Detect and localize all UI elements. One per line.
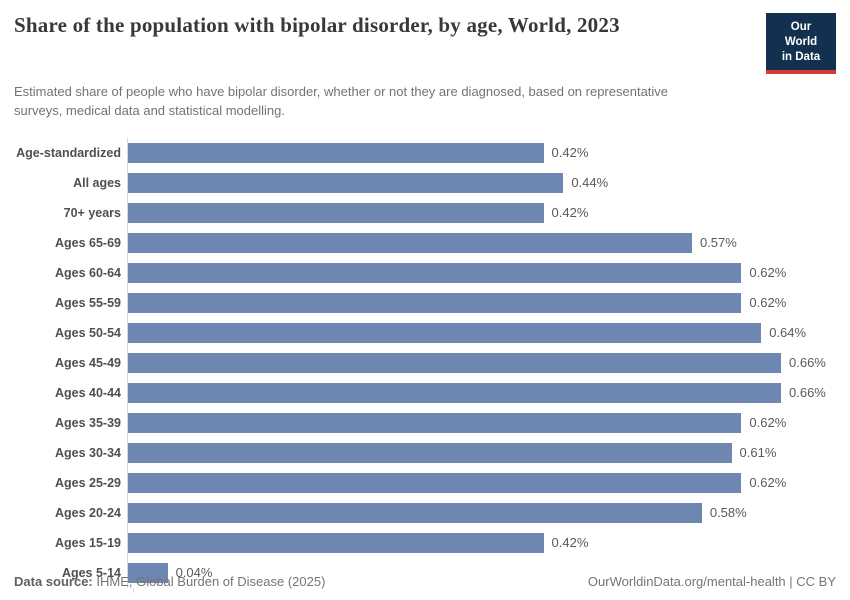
bar[interactable] (128, 562, 168, 583)
value-label: 0.62% (749, 475, 787, 491)
bar[interactable] (128, 472, 742, 493)
bar[interactable] (128, 322, 762, 343)
value-label: 0.42% (551, 535, 589, 551)
bar[interactable] (128, 442, 732, 463)
bar-track: 0.66% (127, 377, 836, 408)
owid-logo: Our World in Data (766, 13, 836, 74)
bar-row: All ages 0.44% (14, 167, 836, 198)
value-label: 0.04% (175, 565, 213, 581)
bar-track: 0.66% (127, 347, 836, 378)
bar-track: 0.42% (127, 197, 836, 228)
value-label: 0.62% (749, 265, 787, 281)
bar-track: 0.62% (127, 287, 836, 318)
chart-subtitle: Estimated share of people who have bipol… (14, 83, 669, 119)
bar[interactable] (128, 412, 742, 433)
bar-row: Ages 5-14 0.04% (14, 557, 836, 588)
category-label: Ages 30-34 (54, 445, 121, 460)
bar-row: Ages 45-49 0.66% (14, 347, 836, 378)
bar-track: 0.58% (127, 497, 836, 528)
bar[interactable] (128, 172, 564, 193)
bar-row: Ages 15-19 0.42% (14, 527, 836, 558)
category-label: Ages 55-59 (54, 295, 121, 310)
bar-track: 0.42% (127, 527, 836, 558)
bar-row: 70+ years 0.42% (14, 197, 836, 228)
bar[interactable] (128, 202, 544, 223)
bar-track: 0.62% (127, 257, 836, 288)
value-label: 0.62% (749, 415, 787, 431)
bar-row: Ages 50-54 0.64% (14, 317, 836, 348)
data-source: Data source: IHME, Global Burden of Dise… (14, 574, 325, 589)
category-label: Ages 20-24 (54, 505, 121, 520)
category-label: Ages 60-64 (54, 265, 121, 280)
bar-track: 0.04% (127, 557, 836, 588)
axis-line-tail (133, 587, 836, 593)
bar[interactable] (128, 232, 692, 253)
bar-row: Ages 40-44 0.66% (14, 377, 836, 408)
data-source-label: Data source: (14, 574, 93, 589)
category-label: Ages 25-29 (54, 475, 121, 490)
bar-row: Ages 55-59 0.62% (14, 287, 836, 318)
bar-row: Ages 20-24 0.58% (14, 497, 836, 528)
bar-track: 0.64% (127, 317, 836, 348)
bar[interactable] (128, 382, 781, 403)
bar[interactable] (128, 532, 544, 553)
value-label: 0.62% (749, 295, 787, 311)
bar[interactable] (128, 292, 742, 313)
value-label: 0.42% (551, 205, 589, 221)
bar-track: 0.62% (127, 467, 836, 498)
bar-track: 0.62% (127, 407, 836, 438)
category-label: Ages 50-54 (54, 325, 121, 340)
value-label: 0.64% (769, 325, 807, 341)
bar-track: 0.42% (127, 137, 836, 168)
bar[interactable] (128, 142, 544, 163)
bar[interactable] (128, 262, 742, 283)
category-label: Ages 40-44 (54, 385, 121, 400)
category-label: Age-standardized (16, 145, 121, 160)
page-title: Share of the population with bipolar dis… (14, 13, 620, 37)
chart-header: Share of the population with bipolar dis… (0, 0, 850, 121)
data-source-text: IHME, Global Burden of Disease (2025) (92, 574, 326, 589)
value-label: 0.44% (571, 175, 609, 191)
value-label: 0.42% (551, 145, 589, 161)
category-label: Ages 45-49 (54, 355, 121, 370)
category-label: Ages 15-19 (54, 535, 121, 550)
owid-logo-line1: Our World (784, 21, 818, 48)
bar-row: Ages 25-29 0.62% (14, 467, 836, 498)
bar[interactable] (128, 502, 702, 523)
category-label: Ages 35-39 (54, 415, 121, 430)
owid-logo-line2: in Data (781, 50, 821, 63)
value-label: 0.57% (699, 235, 737, 251)
bar-row: Ages 35-39 0.62% (14, 407, 836, 438)
bar-track: 0.44% (127, 167, 836, 198)
credit-link[interactable]: OurWorldinData.org/mental-health | CC BY (587, 574, 836, 589)
value-label: 0.66% (789, 385, 826, 401)
value-label: 0.66% (789, 355, 826, 371)
bar-row: Ages 60-64 0.62% (14, 257, 836, 288)
category-label: Ages 65-69 (54, 235, 121, 250)
value-label: 0.58% (709, 505, 747, 521)
chart-footer: Data source: IHME, Global Burden of Dise… (14, 574, 836, 589)
bar[interactable] (128, 352, 781, 373)
bar-track: 0.61% (127, 437, 836, 468)
bar-row: Ages 65-69 0.57% (14, 227, 836, 258)
bar-row: Age-standardized 0.42% (14, 137, 836, 168)
category-label: All ages (73, 175, 121, 190)
bar-row: Ages 30-34 0.61% (14, 437, 836, 468)
bar-chart: Age-standardized 0.42% All ages 0.44% 70+ ye… (14, 137, 836, 593)
bar-track: 0.57% (127, 227, 836, 258)
value-label: 0.61% (739, 445, 777, 461)
category-label: 70+ years (63, 205, 121, 220)
category-label: Ages 5-14 (61, 565, 121, 580)
